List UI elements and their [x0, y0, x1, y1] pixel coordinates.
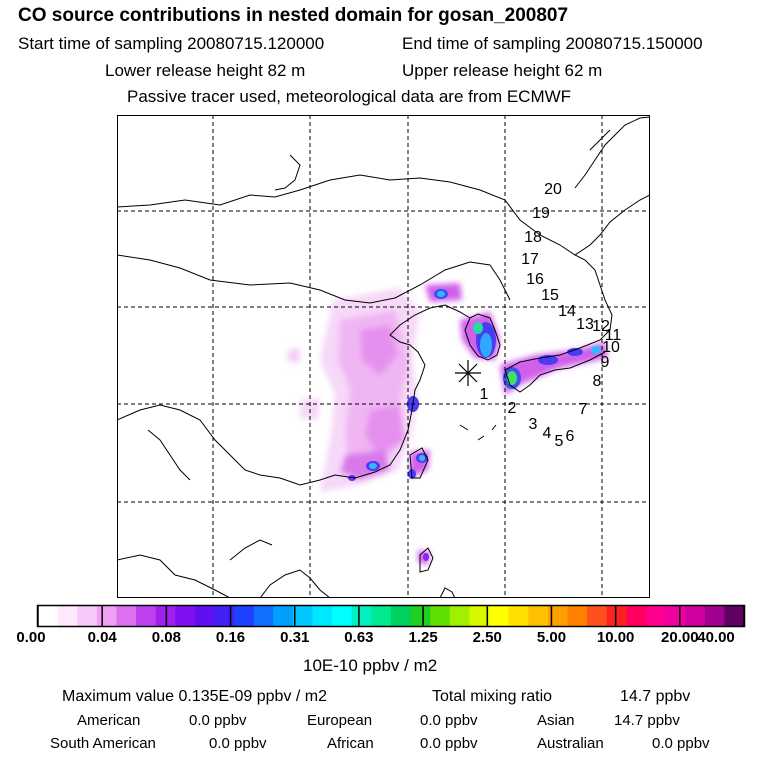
colorbar-swatch [77, 606, 98, 626]
trajectory-label: 5 [555, 433, 564, 450]
colorbar-swatch [567, 606, 588, 626]
colorbar-swatch [371, 606, 392, 626]
colorbar-swatch [253, 606, 274, 626]
trajectory-label: 16 [526, 271, 544, 288]
colorbar-tick-label: 10.00 [596, 629, 635, 646]
colorbar-swatch [175, 606, 196, 626]
colorbar-swatch [547, 606, 568, 626]
colorbar-swatch [136, 606, 157, 626]
colorbar-swatch [665, 606, 686, 626]
map-frame [117, 115, 650, 598]
trajectory-label: 9 [601, 354, 610, 371]
colorbar-swatch [214, 606, 235, 626]
colorbar-tick-label: 0.04 [87, 629, 117, 646]
region-value: 0.0 ppbv [209, 735, 267, 752]
region-value: 0.0 ppbv [652, 735, 710, 752]
colorbar-tick-label: 0.00 [16, 629, 46, 646]
total-mixing-ratio-label: Total mixing ratio [432, 688, 553, 705]
trajectory-label: 20 [544, 181, 562, 198]
colorbar-swatch [234, 606, 255, 626]
colorbar-swatch [96, 606, 117, 626]
region-value: 0.0 ppbv [189, 712, 247, 729]
colorbar-frame [36, 604, 746, 628]
colorbar-tick-label: 20.00 [661, 629, 699, 646]
region-value: 14.7 ppbv [614, 712, 680, 729]
receptor-site-marker [455, 360, 481, 386]
colorbar-swatch [430, 606, 451, 626]
colorbar-tick-label: 0.08 [151, 629, 181, 646]
region-name: European [307, 712, 373, 729]
trajectory-label: 18 [524, 229, 542, 246]
colorbar-swatch [38, 606, 59, 626]
colorbar-tick-label: 40.00 [697, 629, 735, 646]
trajectory-label: 19 [532, 205, 550, 222]
trajectory-label: 13 [576, 316, 594, 333]
upper-release-height-label: Upper release height 62 m [402, 61, 603, 80]
region-name: African [327, 735, 374, 752]
colorbar-swatch [645, 606, 667, 626]
colorbar-swatch [587, 606, 608, 626]
colorbar-tick-label: 5.00 [536, 629, 567, 646]
trajectory-label: 4 [543, 425, 552, 442]
colorbar-swatch [489, 606, 510, 626]
colorbar-swatch [391, 606, 412, 626]
region-value: 0.0 ppbv [420, 735, 478, 752]
colorbar-swatch [724, 606, 745, 626]
tracer-note: Passive tracer used, meteorological data… [127, 87, 572, 106]
trajectory-label: 6 [566, 428, 575, 445]
concentration-field [288, 283, 608, 565]
trajectory-label: 17 [521, 251, 539, 268]
colorbar-swatch [410, 606, 431, 626]
colorbar-swatch [57, 606, 78, 626]
lower-release-height-label: Lower release height 82 m [105, 61, 306, 80]
region-value: 0.0 ppbv [420, 712, 478, 729]
colorbar-unit: 10E-10 ppbv / m2 [303, 656, 438, 675]
trajectory-label: 14 [558, 303, 576, 320]
total-mixing-ratio-value: 14.7 ppbv [620, 688, 691, 705]
colorbar-swatch [469, 606, 490, 626]
region-name: Asian [537, 712, 575, 729]
colorbar-swatch [194, 606, 215, 626]
trajectory-label: 10 [602, 339, 620, 356]
colorbar-swatch [332, 606, 353, 626]
trajectory-label: 1 [480, 386, 489, 403]
end-time-label: End time of sampling 20080715.150000 [402, 34, 703, 53]
trajectory-label: 15 [541, 287, 559, 304]
colorbar-swatch [508, 606, 529, 626]
maximum-value-label: Maximum value 0.135E-09 ppbv / m2 [62, 688, 328, 705]
colorbar-tick-label: 2.50 [472, 629, 502, 646]
colorbar-swatch [449, 606, 470, 626]
trajectory-label: 2 [508, 400, 517, 417]
colorbar-swatch [528, 606, 549, 626]
colorbar-swatch [273, 606, 294, 626]
colorbar-swatch [351, 606, 372, 626]
region-name: Australian [537, 735, 604, 752]
concentration-hotspots [348, 289, 601, 561]
colorbar-swatch [292, 606, 314, 626]
trajectory-label: 8 [593, 373, 602, 390]
colorbar-tick-label: 0.63 [344, 629, 374, 646]
colorbar-tick-label: 0.16 [215, 629, 246, 646]
colorbar-tick-label: 0.31 [280, 629, 310, 646]
region-name: American [77, 712, 141, 729]
colorbar-tick-label: 1.25 [408, 629, 438, 646]
graticule [117, 115, 650, 598]
colorbar-swatch [685, 606, 706, 626]
map-title: CO source contributions in nested domain… [18, 5, 569, 26]
colorbar-swatch [116, 606, 137, 626]
colorbar-swatch [704, 606, 725, 626]
colorbar-swatch [312, 606, 333, 626]
trajectory-label: 12 [592, 318, 610, 335]
trajectory-label: 11 [605, 327, 622, 344]
colorbar-swatch [626, 606, 647, 626]
colorbar [37, 606, 745, 626]
colorbar-swatch [606, 606, 627, 626]
start-time-label: Start time of sampling 20080715.120000 [18, 34, 325, 53]
region-name: South American [50, 735, 156, 752]
trajectory-label: 7 [579, 401, 588, 418]
coastlines [117, 116, 650, 598]
trajectory-label: 3 [529, 416, 538, 433]
